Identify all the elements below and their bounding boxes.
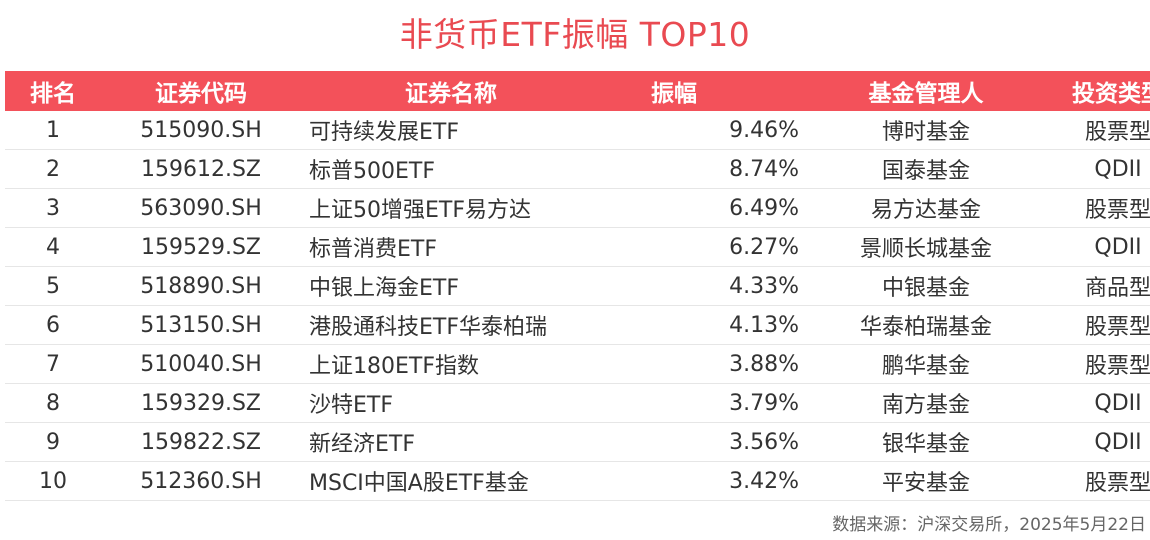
cell-manager: 博时基金 — [811, 111, 1041, 150]
table-title: 非货币ETF振幅 TOP10 — [399, 15, 751, 54]
cell-manager: 鹏华基金 — [811, 344, 1041, 384]
cell-manager: 平安基金 — [811, 461, 1041, 501]
cell-name: 中银上海金ETF — [301, 266, 601, 306]
cell-rank: 4 — [5, 227, 101, 267]
cell-type: QDII — [1041, 149, 1150, 189]
cell-code: 159529.SZ — [101, 227, 301, 267]
cell-rank: 3 — [5, 188, 101, 228]
cell-code: 159822.SZ — [101, 422, 301, 462]
cell-manager: 景顺长城基金 — [811, 227, 1041, 267]
table-row: 2 159612.SZ 标普500ETF 8.74% 国泰基金 QDII — [5, 149, 1150, 189]
table-row: 8 159329.SZ 沙特ETF 3.79% 南方基金 QDII — [5, 383, 1150, 423]
cell-code: 513150.SH — [101, 305, 301, 345]
table-row: 9 159822.SZ 新经济ETF 3.56% 银华基金 QDII — [5, 422, 1150, 462]
table-row: 1 515090.SH 可持续发展ETF 9.46% 博时基金 股票型 — [5, 111, 1150, 150]
table-body: 1 515090.SH 可持续发展ETF 9.46% 博时基金 股票型 2 159612.SZ… — [5, 111, 1150, 501]
cell-manager: 银华基金 — [811, 422, 1041, 462]
header-name: 证券名称 — [405, 81, 497, 107]
etf-amplitude-table: 排名 证券代码 证券名称 振幅 基金管理人 投资类型 1515090.SH可持续… — [5, 71, 1150, 501]
cell-type: 股票型 — [1041, 111, 1150, 150]
table-row: 3 563090.SH 上证50增强ETF易方达 6.49% 易方达基金 股票型 — [5, 188, 1150, 228]
cell-rank: 5 — [5, 266, 101, 306]
cell-manager: 易方达基金 — [811, 188, 1041, 228]
cell-name: 沙特ETF — [301, 383, 601, 423]
cell-amplitude: 6.27% — [601, 227, 811, 267]
cell-rank: 9 — [5, 422, 101, 462]
cell-name: 上证50增强ETF易方达 — [301, 188, 601, 228]
cell-code: 518890.SH — [101, 266, 301, 306]
cell-amplitude: 8.74% — [601, 149, 811, 189]
cell-name: MSCI中国A股ETF基金 — [301, 461, 601, 501]
cell-code: 563090.SH — [101, 188, 301, 228]
cell-amplitude: 3.79% — [601, 383, 811, 423]
cell-type: QDII — [1041, 383, 1150, 423]
data-source-note: 数据来源：沪深交易所，2025年5月22日 — [832, 515, 1146, 535]
cell-manager: 华泰柏瑞基金 — [811, 305, 1041, 345]
cell-amplitude: 3.42% — [601, 461, 811, 501]
header-amplitude: 振幅 — [651, 81, 697, 107]
cell-code: 510040.SH — [101, 344, 301, 384]
cell-rank: 10 — [5, 461, 101, 501]
cell-type: 股票型 — [1041, 305, 1150, 345]
cell-amplitude: 4.33% — [601, 266, 811, 306]
cell-rank: 2 — [5, 149, 101, 189]
cell-amplitude: 6.49% — [601, 188, 811, 228]
table-row: 10 512360.SH MSCI中国A股ETF基金 3.42% 平安基金 股票型 — [5, 461, 1150, 501]
cell-name: 上证180ETF指数 — [301, 344, 601, 384]
cell-manager: 中银基金 — [811, 266, 1041, 306]
cell-code: 512360.SH — [101, 461, 301, 501]
cell-code: 515090.SH — [101, 111, 301, 150]
header-type: 投资类型 — [1072, 81, 1150, 107]
cell-rank: 8 — [5, 383, 101, 423]
cell-code: 159329.SZ — [101, 383, 301, 423]
cell-manager: 南方基金 — [811, 383, 1041, 423]
cell-name: 新经济ETF — [301, 422, 601, 462]
cell-name: 标普500ETF — [301, 149, 601, 189]
cell-name: 港股通科技ETF华泰柏瑞 — [301, 305, 601, 345]
cell-manager: 国泰基金 — [811, 149, 1041, 189]
cell-rank: 1 — [5, 111, 101, 150]
cell-amplitude: 9.46% — [601, 111, 811, 150]
cell-amplitude: 4.13% — [601, 305, 811, 345]
header-row: 排名 证券代码 证券名称 振幅 基金管理人 投资类型 — [5, 71, 1150, 111]
cell-type: 股票型 — [1041, 461, 1150, 501]
cell-type: 商品型 — [1041, 266, 1150, 306]
cell-type: QDII — [1041, 422, 1150, 462]
cell-amplitude: 3.88% — [601, 344, 811, 384]
cell-rank: 7 — [5, 344, 101, 384]
table-row: 5 518890.SH 中银上海金ETF 4.33% 中银基金 商品型 — [5, 266, 1150, 306]
cell-type: 股票型 — [1041, 188, 1150, 228]
table-header: 排名 证券代码 证券名称 振幅 基金管理人 投资类型 — [5, 71, 1150, 111]
cell-code: 159612.SZ — [101, 149, 301, 189]
header-code: 证券代码 — [155, 81, 247, 107]
cell-amplitude: 3.56% — [601, 422, 811, 462]
table-row: 4 159529.SZ 标普消费ETF 6.27% 景顺长城基金 QDII — [5, 227, 1150, 267]
cell-name: 可持续发展ETF — [301, 111, 601, 150]
cell-type: QDII — [1041, 227, 1150, 267]
table-row: 6 513150.SH 港股通科技ETF华泰柏瑞 4.13% 华泰柏瑞基金 股票型 — [5, 305, 1150, 345]
cell-name: 标普消费ETF — [301, 227, 601, 267]
table-row: 7 510040.SH 上证180ETF指数 3.88% 鹏华基金 股票型 — [5, 344, 1150, 384]
cell-rank: 6 — [5, 305, 101, 345]
cell-type: 股票型 — [1041, 344, 1150, 384]
header-rank: 排名 — [30, 81, 76, 107]
header-manager: 基金管理人 — [868, 81, 984, 107]
